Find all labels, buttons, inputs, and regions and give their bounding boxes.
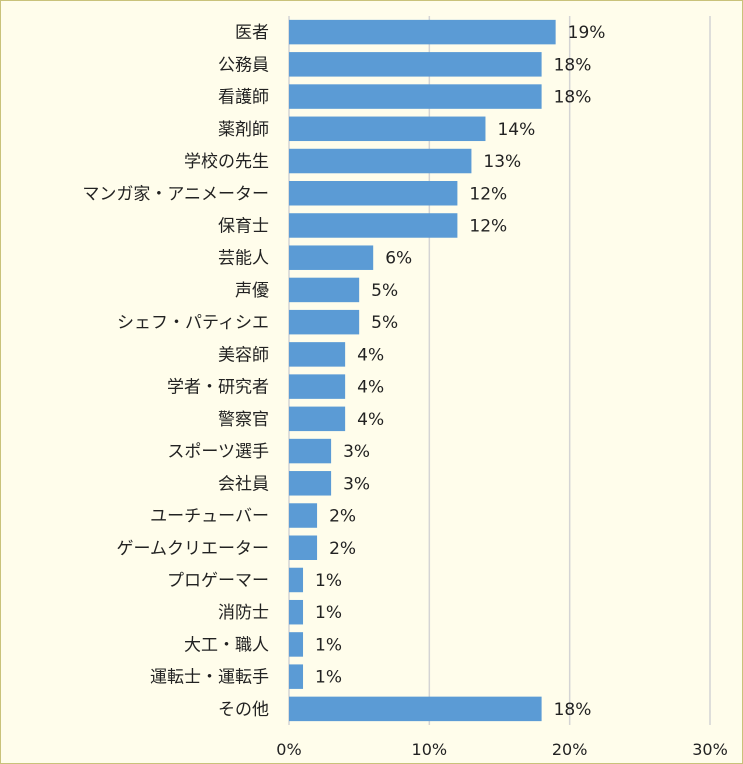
bar [289,309,360,335]
data-label: 4% [357,345,384,365]
category-label: 学校の先生 [184,152,269,172]
bar [289,471,332,496]
category-label: マンガ家・アニメーター [82,184,269,204]
category-label: プロゲーマー [167,571,269,591]
category-label: スポーツ選手 [167,442,269,462]
category-label: シェフ・パティシエ [117,313,269,333]
data-label: 1% [315,668,342,688]
category-label: 薬剤師 [218,120,269,140]
category-label: 運転士・運転手 [150,668,269,688]
bar [289,19,556,45]
bar [289,148,472,174]
data-label: 12% [469,216,507,236]
category-labels: 医者公務員看護師薬剤師学校の先生マンガ家・アニメーター保育士芸能人声優シェフ・パ… [82,23,269,720]
bars [289,19,556,722]
data-label: 3% [343,474,370,494]
bar [289,245,374,270]
bar [289,406,346,432]
bar [289,438,332,464]
category-label: 学者・研究者 [167,378,269,398]
category-label: その他 [218,700,269,720]
data-label: 6% [385,249,412,269]
category-label: ユーチューバー [150,507,269,527]
category-label: 保育士 [218,216,269,236]
bar [289,535,318,560]
bar [289,632,304,657]
bar [289,374,346,399]
data-label: 12% [469,184,507,204]
x-tick-label: 30% [692,740,728,759]
data-label: 18% [554,55,592,75]
category-label: 会社員 [218,474,269,494]
category-label: 声優 [235,281,269,301]
data-label: 5% [371,281,398,301]
data-label: 1% [315,603,342,623]
data-label: 4% [357,378,384,398]
category-label: 美容師 [218,345,269,365]
x-tick-label: 20% [552,740,588,759]
bar [289,116,486,142]
data-label: 2% [329,507,356,527]
bar [289,181,458,206]
bar [289,599,304,625]
data-label: 13% [483,152,521,172]
x-tick-label: 10% [412,740,448,759]
category-label: 消防士 [218,603,269,623]
bar [289,503,318,528]
bar [289,277,360,303]
bar [289,696,542,722]
bar [289,342,346,367]
data-label: 5% [371,313,398,333]
bar [289,52,542,77]
x-tick-label: 0% [276,740,301,759]
category-label: 大工・職人 [184,635,269,655]
data-label: 19% [568,23,606,43]
bar [289,84,542,109]
data-label: 18% [554,88,592,108]
data-label: 1% [315,571,342,591]
category-label: 看護師 [218,88,269,108]
data-label: 14% [497,120,535,140]
data-labels: 19% 18% 18% 14% 13% 12% 12% 6% 5% 5% 4% 4% 4% 3% 3% 2% 2… [315,23,605,720]
category-label: 医者 [235,23,269,43]
category-label: 公務員 [218,55,269,75]
bar [289,664,304,689]
data-label: 1% [315,635,342,655]
x-axis-tick-labels: 0% 10% 20% 30% [276,740,727,759]
category-label: 芸能人 [218,249,269,269]
data-label: 2% [329,539,356,559]
data-label: 18% [554,700,592,720]
data-label: 3% [343,442,370,462]
bar [289,213,458,238]
data-label: 4% [357,410,384,430]
category-label: 警察官 [218,410,269,430]
bar [289,567,304,593]
category-label: ゲームクリエーター [117,539,270,559]
